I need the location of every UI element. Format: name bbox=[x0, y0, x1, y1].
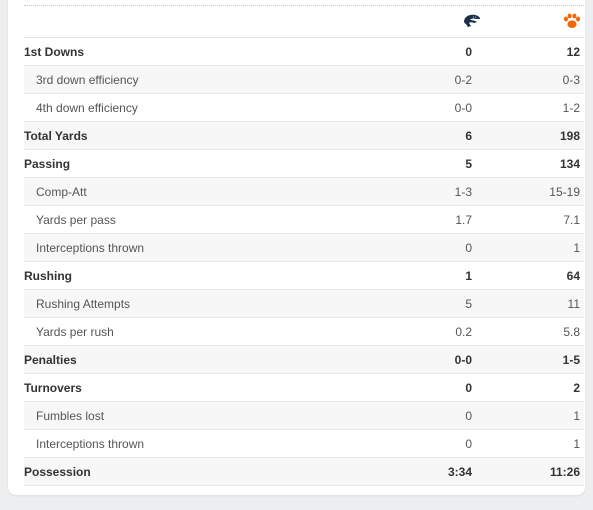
home-stat-value: 198 bbox=[559, 128, 580, 143]
stat-label: Interceptions thrown bbox=[36, 436, 145, 451]
stat-label: Passing bbox=[24, 156, 71, 171]
stat-label: Comp-Att bbox=[36, 184, 87, 199]
stat-row: Yards per pass 1.7 7.1 bbox=[24, 206, 584, 234]
away-stat-value: 1 bbox=[465, 268, 472, 283]
stat-row: Fumbles lost 0 1 bbox=[24, 402, 584, 430]
home-stat-value: 1 bbox=[573, 436, 580, 451]
stat-row: Rushing Attempts 5 11 bbox=[24, 290, 584, 318]
stat-label: Turnovers bbox=[24, 380, 82, 395]
home-stat-value: 1-2 bbox=[562, 100, 580, 115]
team-header-row bbox=[24, 6, 584, 38]
stat-row: Interceptions thrown 0 1 bbox=[24, 234, 584, 262]
stat-label: Total Yards bbox=[24, 128, 88, 143]
tiger-paw-logo-icon bbox=[564, 13, 580, 28]
stat-label: Yards per pass bbox=[36, 212, 116, 227]
stat-row: 3rd down efficiency 0-2 0-3 bbox=[24, 66, 584, 94]
team-stats-table: 1st Downs 0 12 3rd down efficiency 0-2 0-3 4th… bbox=[24, 5, 584, 486]
away-stat-value: 0 bbox=[465, 436, 472, 451]
stat-row: Possession 3:34 11:26 bbox=[24, 458, 584, 486]
away-stat-value: 5 bbox=[465, 156, 472, 171]
stat-label: Penalties bbox=[24, 352, 77, 367]
home-stat-value: 0-3 bbox=[562, 72, 580, 87]
stat-label: Interceptions thrown bbox=[36, 240, 145, 255]
stat-label: Rushing bbox=[24, 268, 72, 283]
home-stat-value: 12 bbox=[566, 44, 580, 59]
away-stat-value: 0 bbox=[465, 408, 472, 423]
home-stat-value: 1-5 bbox=[562, 352, 580, 367]
stat-label: Possession bbox=[24, 464, 91, 479]
team-stats-card: 1st Downs 0 12 3rd down efficiency 0-2 0-3 4th… bbox=[8, 0, 585, 495]
home-stat-value: 134 bbox=[559, 156, 580, 171]
away-stat-value: 0 bbox=[465, 44, 472, 59]
away-stat-value: 5 bbox=[465, 296, 472, 311]
stat-row: Rushing 1 64 bbox=[24, 262, 584, 290]
away-stat-value: 1.7 bbox=[455, 212, 472, 227]
home-stat-value: 1 bbox=[573, 240, 580, 255]
stat-label: 3rd down efficiency bbox=[36, 72, 139, 87]
away-stat-value: 0 bbox=[465, 380, 472, 395]
away-stat-value: 1-3 bbox=[454, 184, 472, 199]
away-stat-value: 0-2 bbox=[454, 72, 472, 87]
stat-row: Passing 5 134 bbox=[24, 150, 584, 178]
home-stat-value: 2 bbox=[573, 380, 580, 395]
stat-row: Interceptions thrown 0 1 bbox=[24, 430, 584, 458]
top-divider bbox=[24, 5, 584, 6]
stat-row: Yards per rush 0.2 5.8 bbox=[24, 318, 584, 346]
home-stat-value: 15-19 bbox=[549, 184, 580, 199]
away-stat-value: 0-0 bbox=[454, 100, 472, 115]
stat-label: Rushing Attempts bbox=[36, 296, 131, 311]
home-stat-value: 11 bbox=[567, 296, 580, 311]
stat-row: Penalties 0-0 1-5 bbox=[24, 346, 584, 374]
stat-label: Fumbles lost bbox=[36, 408, 105, 423]
away-stat-value: 0-0 bbox=[454, 352, 472, 367]
panther-logo-icon bbox=[464, 14, 480, 27]
stat-row: Total Yards 6 198 bbox=[24, 122, 584, 150]
home-stat-value: 5.8 bbox=[563, 324, 580, 339]
away-stat-value: 0.2 bbox=[455, 324, 472, 339]
home-stat-value: 11:26 bbox=[549, 464, 580, 479]
away-stat-value: 0 bbox=[465, 240, 472, 255]
stat-row: Comp-Att 1-3 15-19 bbox=[24, 178, 584, 206]
away-stat-value: 3:34 bbox=[447, 464, 472, 479]
stat-label: Yards per rush bbox=[36, 324, 114, 339]
stat-row: Turnovers 0 2 bbox=[24, 374, 584, 402]
stat-row: 4th down efficiency 0-0 1-2 bbox=[24, 94, 584, 122]
stat-row: 1st Downs 0 12 bbox=[24, 38, 584, 66]
stat-label: 4th down efficiency bbox=[36, 100, 138, 115]
home-stat-value: 1 bbox=[573, 408, 580, 423]
stat-label: 1st Downs bbox=[24, 44, 85, 59]
home-stat-value: 7.1 bbox=[563, 212, 580, 227]
home-stat-value: 64 bbox=[566, 268, 580, 283]
stat-rows: 1st Downs 0 12 3rd down efficiency 0-2 0-3 4th… bbox=[24, 38, 584, 486]
away-stat-value: 6 bbox=[465, 128, 472, 143]
